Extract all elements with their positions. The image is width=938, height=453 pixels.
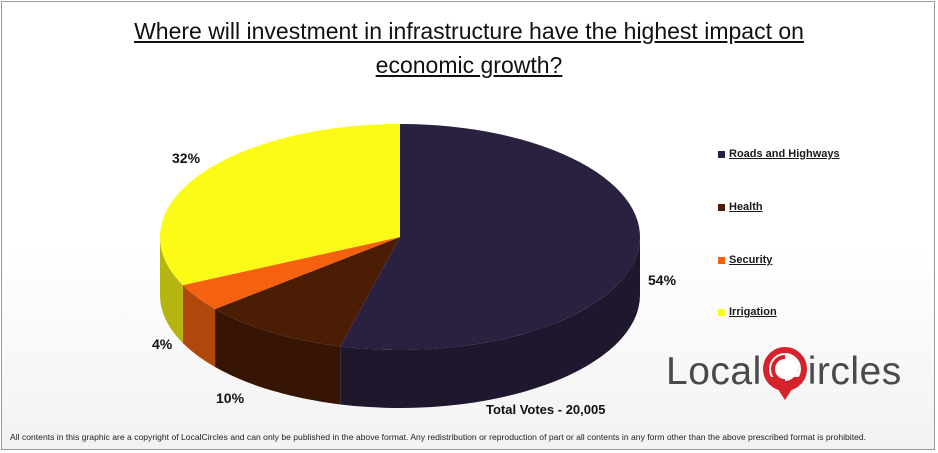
copyright-footer: All contents in this graphic are a copyr… [10, 432, 867, 442]
legend-swatch-irrigation [718, 308, 725, 316]
location-pin-icon [762, 347, 808, 400]
slice-label-irrigation: 32% [172, 150, 201, 166]
legend-label-security: Security [729, 254, 773, 266]
slice-label-security: 4% [152, 336, 173, 352]
pie-slice-security [182, 237, 400, 310]
pie-side-security [182, 285, 216, 368]
slice-label-roads: 54% [648, 272, 677, 288]
pie-sides [160, 237, 640, 408]
pie-side-health [215, 309, 341, 405]
legend-label-irrigation: Irrigation [729, 306, 777, 318]
legend-item-irrigation: Irrigation [718, 306, 777, 318]
chart-title: Where will investment in infrastructure … [60, 14, 878, 82]
chart-title-line-2: economic growth? [375, 52, 563, 78]
chart-title-line-1: Where will investment in infrastructure … [134, 18, 804, 44]
legend-item-roads: Roads and Highways [718, 148, 840, 160]
localcircles-logo: Local ircles [666, 347, 902, 400]
pie-tops [159, 124, 640, 350]
pie-slice-irrigation [159, 124, 400, 286]
slice-label-health: 10% [216, 390, 245, 406]
legend-swatch-health [718, 203, 725, 211]
pie-slice-health [215, 237, 400, 347]
legend-item-security: Security [718, 254, 772, 266]
brand-name-after: ircles [807, 350, 902, 393]
legend-label-health: Health [729, 201, 763, 213]
legend-swatch-security [718, 256, 725, 264]
legend-swatch-roads [718, 150, 725, 158]
pie-slice-roads [340, 124, 640, 350]
total-votes: Total Votes - 20,005 [486, 402, 606, 417]
brand-name-before: Local [666, 350, 762, 393]
legend-label-roads: Roads and Highways [729, 148, 840, 160]
legend-item-health: Health [718, 201, 763, 213]
pie-side-roads [340, 237, 640, 408]
pie-side-irrigation [160, 237, 183, 344]
